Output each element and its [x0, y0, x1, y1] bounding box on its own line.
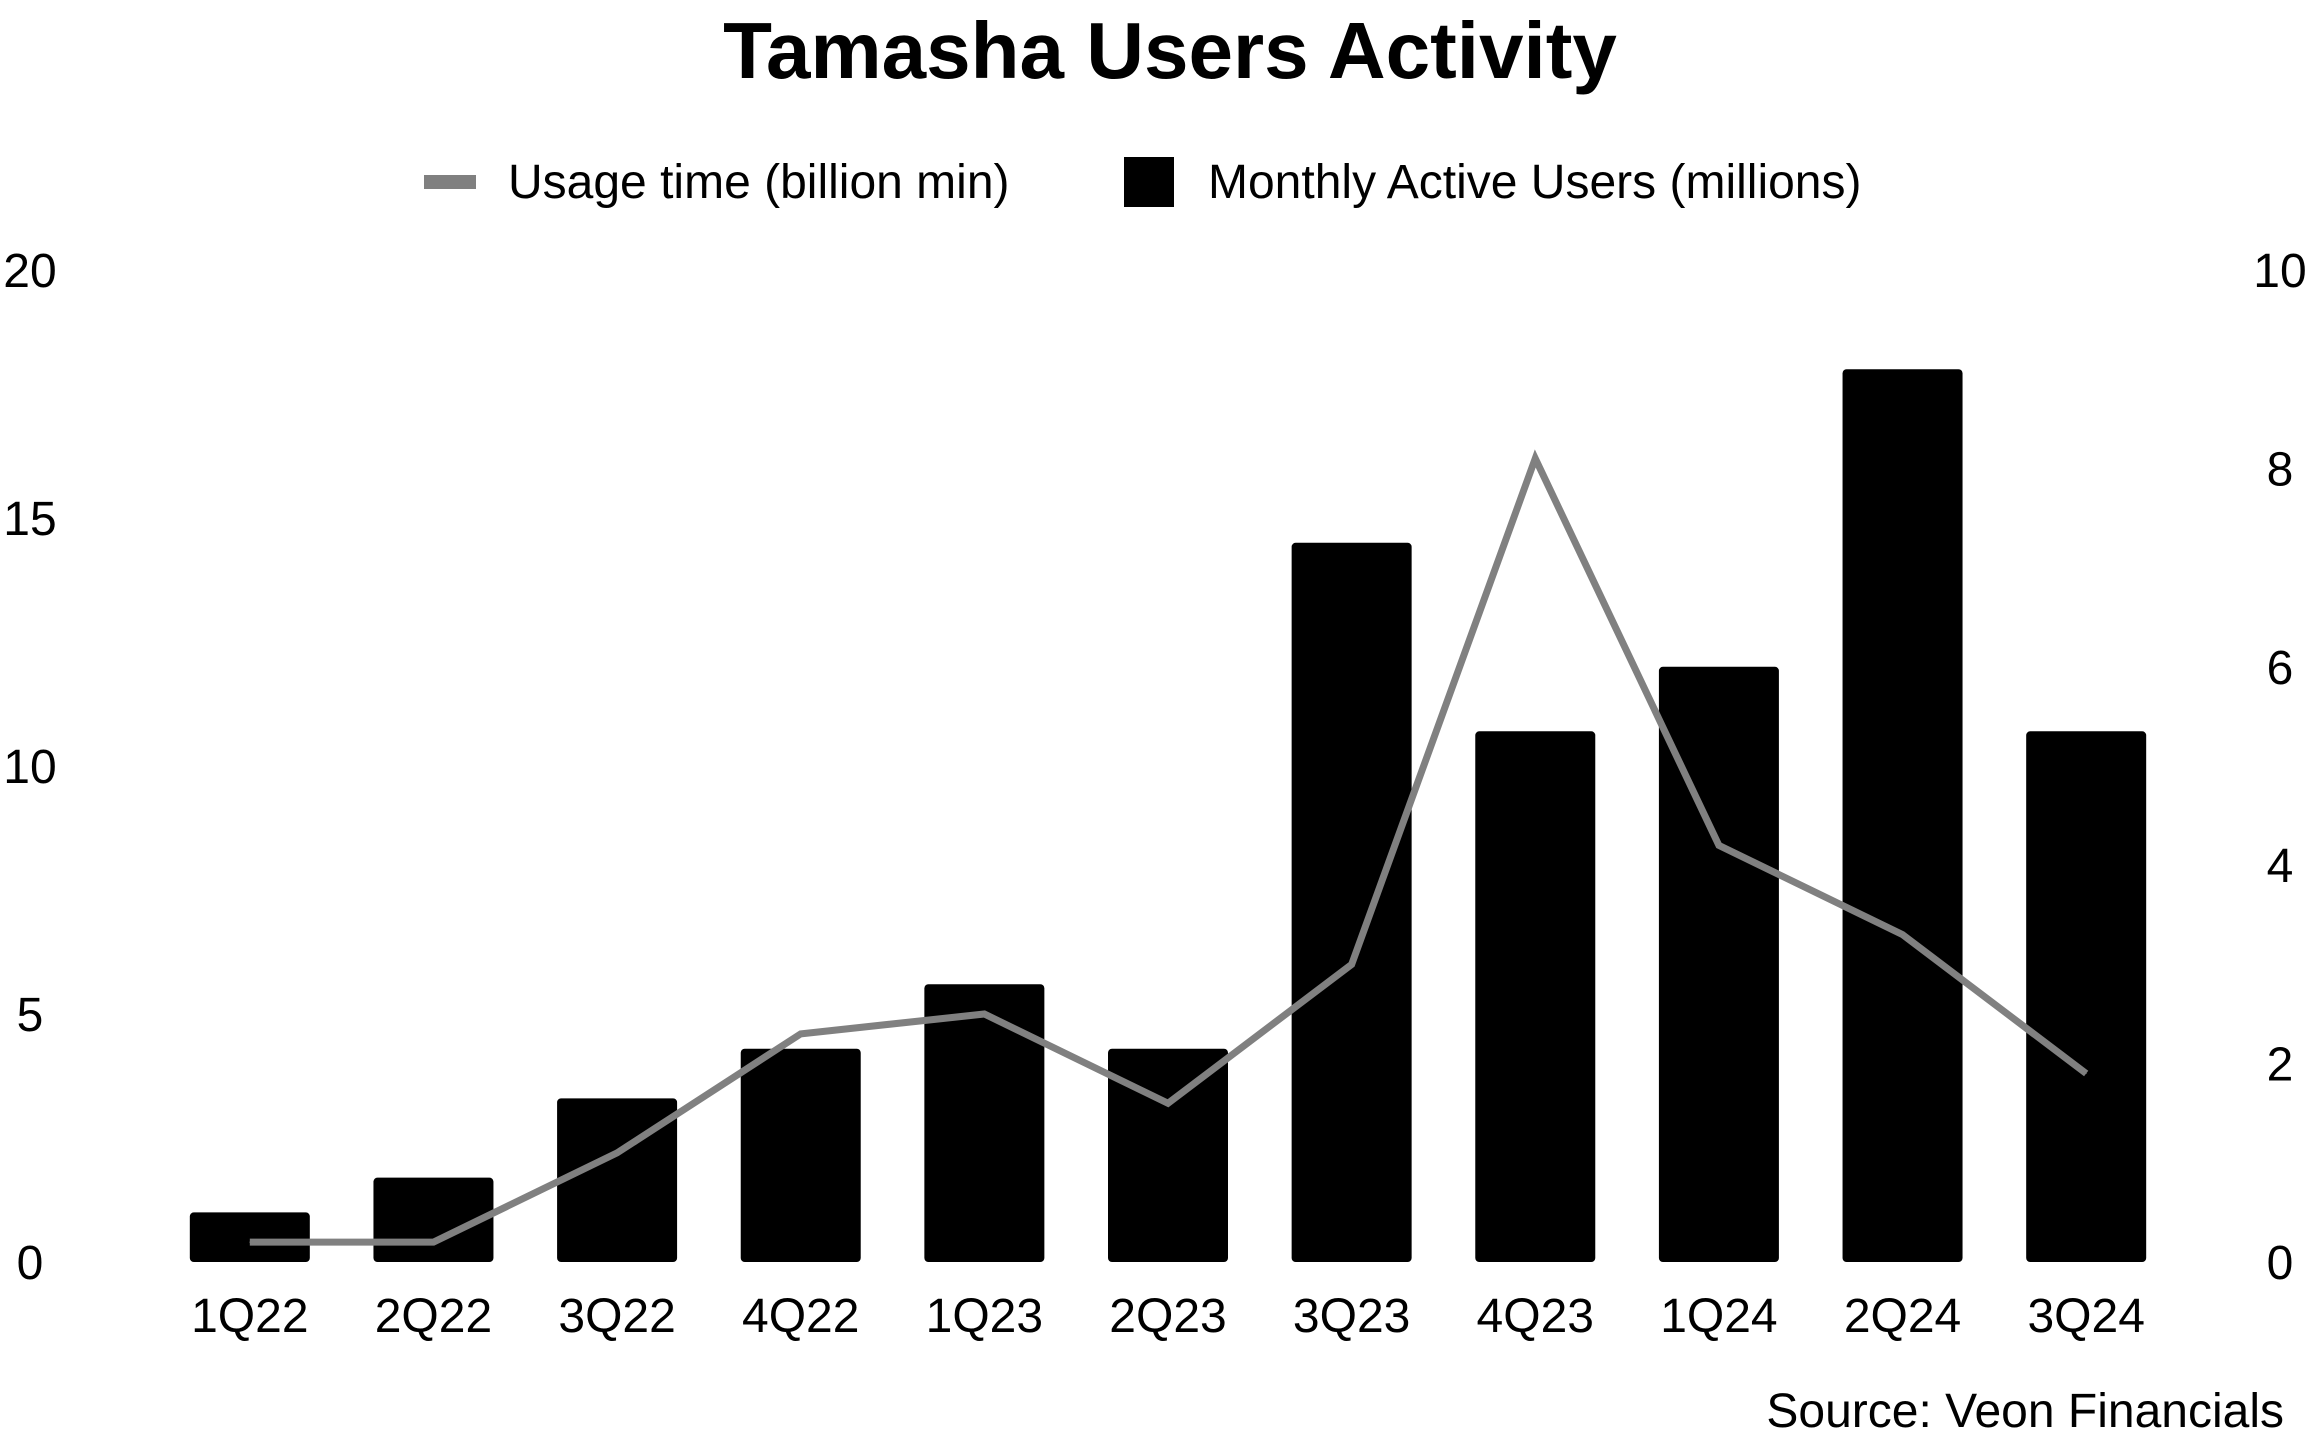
x-axis: 1Q22 2Q22 3Q22 4Q22 1Q23 2Q23 3Q23 4Q23 1Q24 2Q24… [191, 1290, 2145, 1343]
left-y-tick-label: 5 [17, 989, 44, 1042]
x-tick-label: 3Q22 [558, 1290, 675, 1343]
left-y-tick-label: 0 [17, 1237, 44, 1290]
left-y-tick-label: 15 [3, 493, 56, 546]
right-y-axis: 0 2 4 6 8 10 [2253, 245, 2306, 1290]
bar-2q23 [1108, 1048, 1228, 1262]
bar-1q23 [924, 984, 1045, 1262]
x-tick-label: 1Q23 [926, 1290, 1043, 1343]
bar-series-monthly-active-users [189, 369, 2147, 1262]
bar-4q22 [740, 1048, 861, 1262]
bar-3q22 [557, 1098, 678, 1262]
usage-time-point-3q24 [2085, 1073, 2087, 1075]
bar-2q24 [1842, 369, 1963, 1262]
x-tick-label: 2Q22 [375, 1290, 492, 1343]
bar-1q22 [189, 1212, 310, 1262]
legend-swatch-monthly-active-users [1124, 157, 1174, 207]
x-tick-label: 1Q24 [1660, 1290, 1777, 1343]
bar-4q23 [1475, 731, 1596, 1262]
right-y-tick-label: 6 [2267, 642, 2294, 695]
bar-1q24 [1658, 666, 1779, 1262]
bar-3q23 [1291, 542, 1412, 1262]
x-tick-label: 4Q22 [742, 1290, 859, 1343]
x-tick-label: 1Q22 [191, 1290, 308, 1343]
x-tick-label: 4Q23 [1477, 1290, 1594, 1343]
usage-time-point-2q24 [1902, 934, 1904, 936]
usage-time-point-2q22 [432, 1241, 434, 1243]
usage-time-point-2q23 [1167, 1102, 1169, 1104]
x-tick-label: 3Q24 [2027, 1290, 2144, 1343]
usage-time-point-4q22 [800, 1033, 802, 1035]
usage-time-point-4q23 [1534, 457, 1536, 459]
right-y-tick-label: 4 [2267, 840, 2294, 893]
x-tick-label: 3Q23 [1293, 1290, 1410, 1343]
legend-label-usage-time: Usage time (billion min) [508, 156, 1010, 209]
source-note: Source: Veon Financials [1766, 1385, 2284, 1438]
line-series-usage-time [249, 449, 2089, 1246]
right-y-tick-label: 0 [2267, 1237, 2294, 1290]
right-y-tick-label: 2 [2267, 1039, 2294, 1092]
usage-time-point-1q24 [1718, 844, 1720, 846]
x-tick-label: 2Q24 [1844, 1290, 1961, 1343]
legend: Usage time (billion min) Monthly Active … [424, 156, 1861, 209]
legend-swatch-usage-time [424, 175, 476, 189]
bar-3q24 [2026, 731, 2147, 1262]
legend-label-monthly-active-users: Monthly Active Users (millions) [1208, 156, 1861, 209]
usage-time-point-3q22 [616, 1152, 618, 1154]
usage-time-point-1q23 [983, 1013, 985, 1015]
right-y-tick-label: 10 [2253, 245, 2306, 298]
left-y-axis: 0 5 10 15 20 [3, 245, 56, 1290]
usage-time-point-1q22 [249, 1241, 251, 1243]
x-tick-label: 2Q23 [1109, 1290, 1226, 1343]
left-y-tick-label: 20 [3, 245, 56, 298]
chart-title: Tamasha Users Activity [723, 6, 1617, 95]
right-y-tick-label: 8 [2267, 443, 2294, 496]
usage-time-point-3q23 [1351, 963, 1353, 965]
left-y-tick-label: 10 [3, 741, 56, 794]
